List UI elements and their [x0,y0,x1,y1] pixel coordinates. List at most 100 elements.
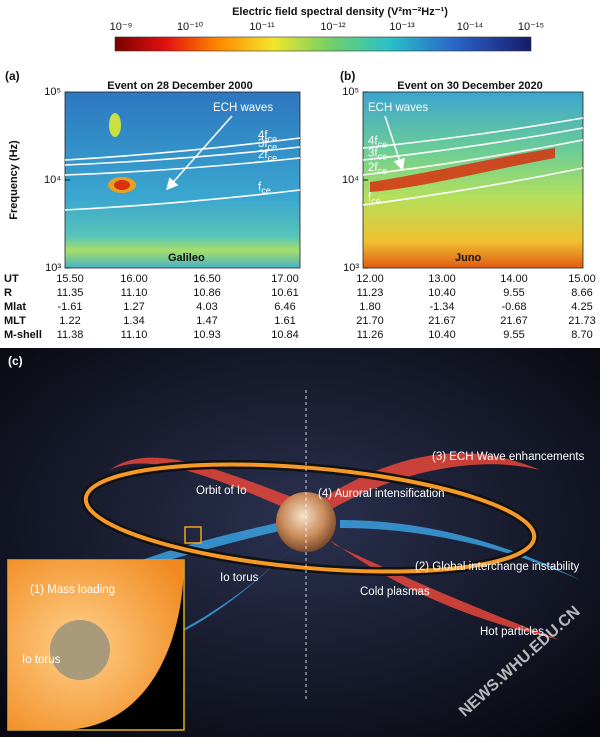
harmonic-base: 4f [368,135,378,147]
harmonic-base: 4f [258,130,268,142]
harmonic-line [64,146,301,166]
harmonic-sub: ce [261,186,271,196]
table-cell: 21.70 [356,315,384,327]
harmonic-label: fce [258,182,271,196]
harmonic-label: 4fce [368,135,387,149]
colorbar-tick: 10⁻¹⁵ [518,21,544,33]
colorbar-tick: 10⁻⁹ [110,21,133,33]
table-cell: 11.10 [121,287,148,299]
illustration-label: Cold plasmas [360,586,430,598]
harmonic-base: 2f [368,162,378,174]
harmonic-base: f [258,182,262,194]
table-cell: 11.38 [57,329,84,341]
table-cell: -1.61 [57,301,82,313]
illustration-label: Hot particles [480,626,544,638]
panel-label: (b) [340,69,355,83]
harmonic-line [362,167,584,206]
y-tick-label: 10⁵ [44,86,61,98]
table-cell: 1.34 [123,315,144,327]
table-cell: 11.23 [357,287,384,299]
harmonic-base: f [368,192,372,204]
table-cell: 16.50 [193,273,221,285]
panel-label: (a) [5,69,20,83]
table-cell: 1.27 [123,301,144,313]
colorbar-tick: 10⁻¹⁰ [177,21,204,33]
row-name: R [4,287,12,299]
table-cell: 10.84 [271,329,299,341]
table-cell: 16.00 [120,273,148,285]
illustration-label: (1) Mass loading [30,584,115,596]
harmonic-sub: ce [371,197,381,207]
row-name: Mlat [4,301,26,313]
y-tick-label: 10⁵ [342,86,359,98]
table-cell: 9.55 [503,287,524,299]
table-cell: -1.34 [429,301,454,313]
harmonic-line [64,137,301,161]
table-cell: 1.61 [274,315,295,327]
illustration-label: (3) ECH Wave enhancements [432,451,585,463]
harmonic-label: fce [368,192,381,206]
illustration-label: (c) [8,354,23,368]
table-cell: 11.26 [357,329,384,341]
harmonic-line [64,189,301,211]
table-cell: 8.70 [571,329,592,341]
table-cell: 10.61 [271,287,299,299]
annotation-arrow [384,115,405,171]
emission [370,148,555,192]
harmonic-base: 3f [258,138,268,150]
harmonic-line [362,127,584,161]
illustration-label: Io torus [22,654,61,666]
colorbar-tick: 10⁻¹¹ [249,21,275,33]
table-cell: 10.40 [428,287,456,299]
annotation: ECH waves [368,102,428,114]
annotation-arrow [166,115,233,191]
harmonic-sub: ce [378,152,388,162]
annotation: ECH waves [213,102,273,114]
y-tick-label: 10⁴ [44,174,61,186]
table-cell: 1.80 [359,301,380,313]
harmonic-sub: ce [378,140,388,150]
harmonic-line [362,139,584,176]
table-cell: 17.00 [271,273,299,285]
table-cell: 15.50 [56,273,84,285]
table-cell: 21.67 [500,315,528,327]
table-cell: 8.66 [571,287,592,299]
table-cell: 10.86 [193,287,221,299]
harmonic-sub: ce [378,167,388,177]
colorbar [114,36,532,52]
zoom-box [184,526,202,544]
table-cell: 11.10 [121,329,148,341]
illustration-label: Orbit of Io [196,485,247,497]
colorbar-tick: 10⁻¹² [320,21,346,33]
colorbar-title-text: Electric field spectral density [232,6,385,18]
table-cell: 12.00 [356,273,384,285]
emission [109,113,121,137]
table-cell: 4.03 [196,301,217,313]
harmonic-base: 2f [258,149,268,161]
harmonic-sub: ce [268,143,278,153]
harmonic-line [362,117,584,149]
illustration-label: Io torus [220,572,259,584]
table-cell: 10.93 [193,329,221,341]
panel-title: Event on 30 December 2020 [397,80,543,92]
io-torus [83,462,537,574]
table-cell: 1.47 [196,315,217,327]
colorbar-unit: (V²m⁻²Hz⁻¹) [387,6,448,18]
harmonic-line [64,157,301,176]
colorbar-title: Electric field spectral density (V²m⁻²Hz… [232,6,448,18]
spectrogram-a [65,92,300,268]
table-cell: 14.00 [500,273,528,285]
spacecraft: Juno [455,252,482,264]
table-cell: 4.25 [571,301,592,313]
table-cell: -0.68 [501,301,526,313]
table-cell: 9.55 [503,329,524,341]
y-tick-label: 10⁴ [342,174,359,186]
table-cell: 21.67 [428,315,456,327]
harmonic-label: 4fce [258,130,277,144]
table-cell: 6.46 [274,301,295,313]
harmonic-label: 2fce [368,162,387,176]
colorbar-tick: 10⁻¹⁴ [457,21,484,33]
harmonic-base: 3f [368,147,378,159]
table-cell: 21.73 [568,315,596,327]
